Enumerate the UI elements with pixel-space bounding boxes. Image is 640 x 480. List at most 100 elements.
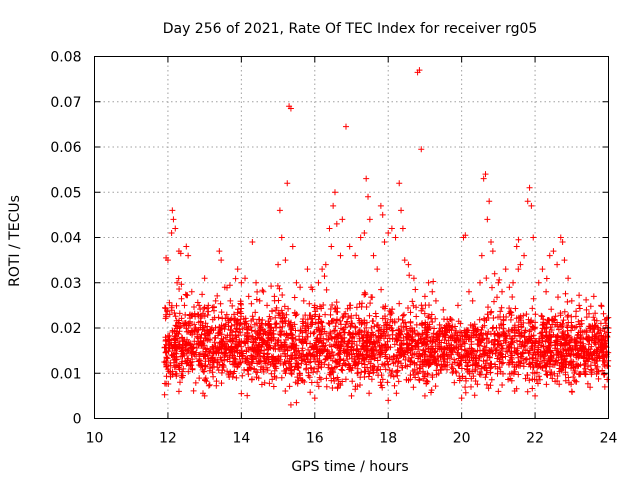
data-point [421, 392, 428, 399]
x-tick-label: 16 [306, 431, 324, 447]
data-point [590, 293, 597, 300]
data-point [478, 252, 485, 259]
data-point [418, 146, 425, 153]
data-point [183, 243, 190, 250]
data-point [454, 302, 461, 309]
data-point [326, 225, 333, 232]
data-point [521, 252, 528, 259]
data-point [293, 399, 300, 406]
data-point [515, 236, 522, 243]
data-point [357, 234, 364, 241]
data-point [337, 252, 344, 259]
data-point [366, 216, 373, 223]
data-point [284, 180, 291, 187]
y-tick-label: 0.03 [50, 276, 81, 292]
data-point [550, 248, 557, 255]
data-point [528, 202, 535, 209]
data-point [342, 123, 349, 130]
data-point [276, 207, 283, 214]
x-tick-label: 20 [453, 431, 471, 447]
data-point [370, 252, 377, 259]
data-point [245, 293, 252, 300]
data-point [388, 225, 395, 232]
data-point [361, 229, 368, 236]
data-point [177, 250, 184, 257]
data-point [565, 275, 572, 282]
data-point [532, 392, 539, 399]
data-point [398, 207, 405, 214]
data-point [421, 293, 428, 300]
data-point [201, 275, 208, 282]
data-point [218, 257, 225, 264]
data-point [502, 266, 509, 273]
data-point [300, 297, 307, 304]
data-point [477, 279, 483, 286]
data-point [429, 288, 436, 295]
data-point [333, 220, 340, 227]
y-tick-label: 0.01 [50, 366, 81, 382]
data-point [339, 216, 346, 223]
data-point [264, 302, 271, 309]
data-point [216, 248, 223, 255]
data-points [161, 67, 612, 408]
data-point [185, 252, 192, 259]
data-point [385, 229, 392, 236]
data-point [526, 184, 533, 191]
y-tick-label: 0.05 [50, 185, 81, 201]
data-point [568, 297, 575, 304]
data-point [513, 243, 520, 250]
data-point [482, 171, 489, 178]
chart-title: Day 256 of 2021, Rate Of TEC Index for r… [163, 21, 538, 37]
data-point [410, 275, 417, 282]
data-point [170, 216, 177, 223]
data-point [315, 279, 322, 286]
data-point [260, 288, 267, 295]
data-point [249, 239, 256, 246]
data-point [543, 288, 550, 295]
data-point [374, 266, 381, 273]
data-point [495, 388, 502, 395]
data-point [601, 383, 608, 390]
data-point [495, 279, 502, 286]
data-point [175, 388, 182, 395]
data-point [253, 279, 260, 286]
data-point [242, 275, 249, 282]
data-point [174, 279, 181, 286]
data-point [164, 257, 171, 264]
data-point [524, 198, 531, 205]
axis-tick-labels: 10 12 14 16 18 20 22 24 0 0.01 0.02 0.03 0.04 0.05 0.0… [50, 50, 617, 447]
data-point [399, 225, 406, 232]
data-point [287, 401, 294, 408]
data-point [440, 306, 447, 313]
data-point [425, 279, 432, 286]
data-point [188, 288, 195, 295]
data-point [181, 302, 188, 309]
data-point [363, 175, 370, 182]
data-point [576, 302, 583, 309]
axis-ticks [94, 56, 609, 419]
data-point [561, 257, 568, 264]
data-point [458, 395, 465, 402]
y-tick-label: 0.04 [50, 231, 81, 247]
data-point [205, 302, 212, 309]
data-point [282, 257, 289, 264]
data-point [346, 243, 353, 250]
data-point [330, 202, 337, 209]
data-point [486, 198, 493, 205]
data-point [499, 288, 506, 295]
data-point [311, 395, 318, 402]
data-point [385, 397, 392, 404]
y-axis-label: ROTI / TECUs [7, 195, 23, 287]
x-axis-label: GPS time / hours [291, 459, 408, 475]
data-point [289, 243, 296, 250]
data-point [465, 288, 472, 295]
data-point [405, 261, 412, 268]
data-point [319, 266, 326, 273]
data-point [510, 279, 517, 286]
data-point [462, 232, 469, 239]
data-point [546, 252, 553, 259]
data-point [328, 243, 335, 250]
data-point [539, 266, 546, 273]
data-point [275, 261, 282, 268]
